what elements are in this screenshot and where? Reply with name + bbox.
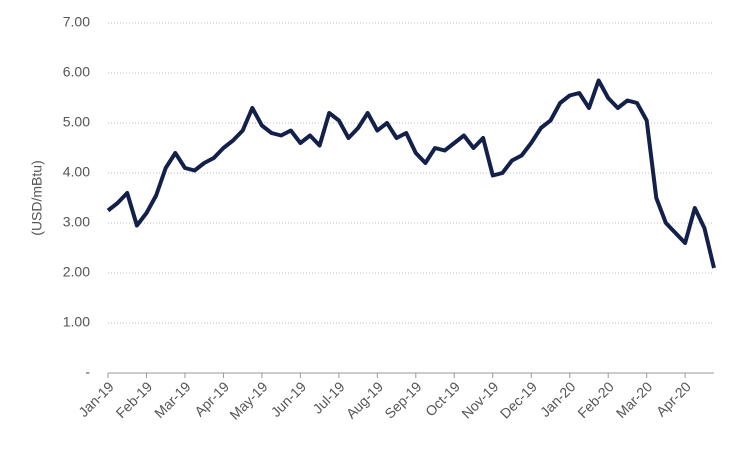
y-tick-label: 7.00 bbox=[63, 14, 90, 30]
x-tick-label: Apr-19 bbox=[191, 378, 232, 419]
y-tick-label: - bbox=[85, 364, 90, 380]
x-tick-label: Apr-20 bbox=[653, 378, 694, 419]
x-tick-label: Dec-19 bbox=[497, 378, 540, 421]
x-tick-label: Sep-19 bbox=[381, 378, 424, 421]
y-axis-label: (USD/mBtu) bbox=[29, 160, 45, 235]
x-tick-label: Mar-20 bbox=[613, 378, 656, 421]
y-tick-label: 3.00 bbox=[63, 214, 90, 230]
x-tick-label: Feb-19 bbox=[113, 378, 156, 421]
data-line bbox=[106, 78, 716, 269]
x-tick-label: Oct-19 bbox=[422, 378, 463, 419]
x-tick-label: May-19 bbox=[226, 378, 270, 422]
y-tick-label: 4.00 bbox=[63, 164, 90, 180]
x-tick-label: Jun-19 bbox=[268, 378, 310, 420]
y-tick-label: 1.00 bbox=[63, 314, 90, 330]
x-tick-label: Jul-19 bbox=[309, 378, 347, 416]
x-tick-label: Jan-19 bbox=[75, 378, 117, 420]
x-tick-label: Jan-20 bbox=[537, 378, 579, 420]
y-tick-label: 6.00 bbox=[63, 64, 90, 80]
x-tick-label: Feb-20 bbox=[574, 378, 617, 421]
y-tick-label: 2.00 bbox=[63, 264, 90, 280]
x-tick-label: Mar-19 bbox=[151, 378, 194, 421]
x-tick-label: Aug-19 bbox=[343, 378, 386, 421]
x-tick-label: Nov-19 bbox=[458, 378, 501, 421]
y-tick-label: 5.00 bbox=[63, 114, 90, 130]
